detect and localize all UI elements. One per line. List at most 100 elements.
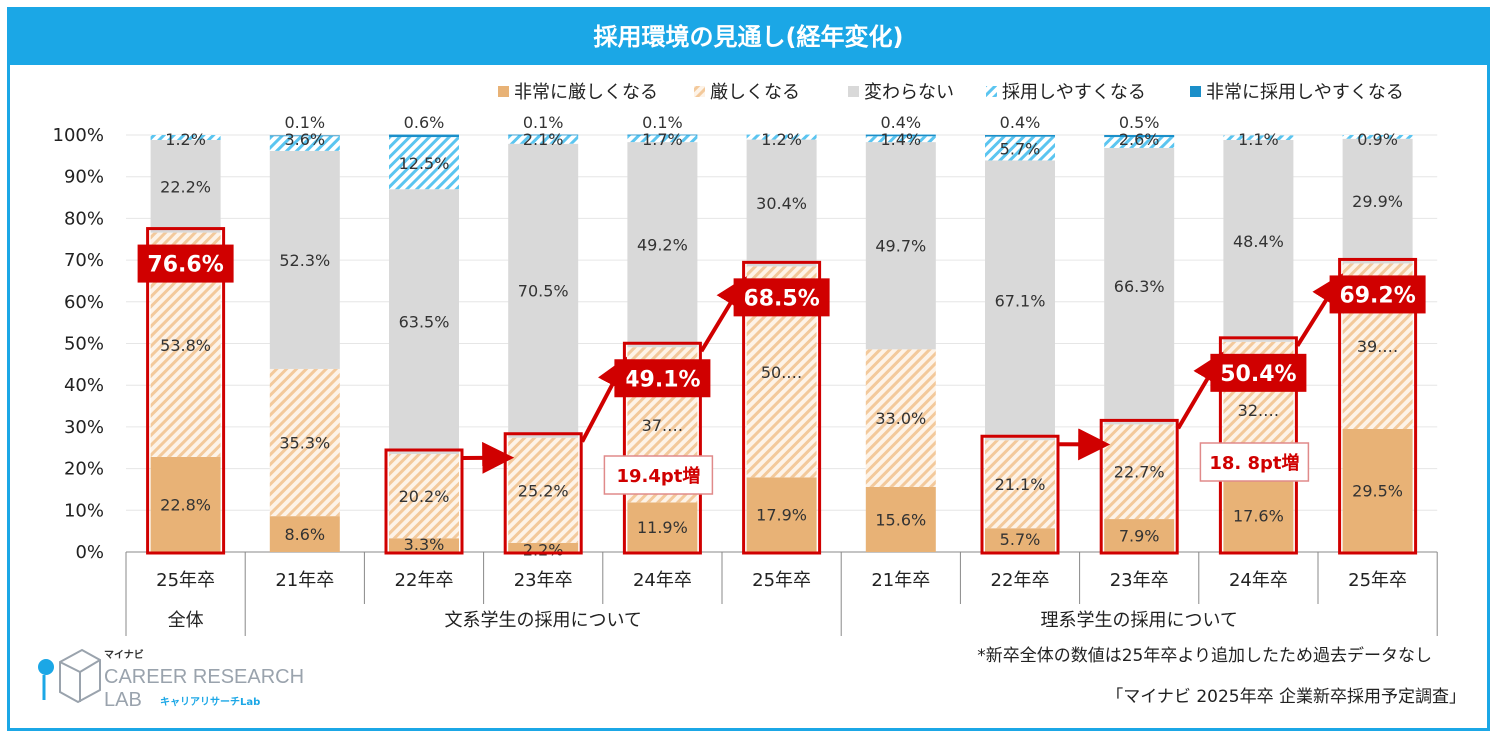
data-label: 2.1% (523, 130, 564, 149)
logo-sub: キャリアリサーチLab (160, 696, 260, 708)
footnote: *新卒全体の数値は25年卒より追加したため過去データなし (977, 645, 1432, 666)
data-label: 0.5% (1119, 113, 1160, 132)
legend-swatch (498, 86, 509, 97)
total-badge (1210, 353, 1307, 392)
data-label: 50.… (761, 363, 802, 382)
highlight-outline (1099, 418, 1179, 555)
bar-segment (985, 528, 1055, 552)
bar-segment (389, 137, 459, 190)
y-tick-label: 100% (53, 125, 104, 146)
data-label: 1.2% (761, 130, 802, 149)
data-label: 0.1% (523, 113, 564, 132)
logo-top: マイナビ (104, 648, 144, 661)
y-tick-label: 30% (64, 417, 104, 438)
x-tick-label: 24年卒 (1229, 570, 1288, 591)
data-label: 29.9% (1352, 192, 1403, 211)
legend-swatch (848, 86, 859, 97)
bar-segment (865, 136, 936, 143)
data-label: 0.1% (642, 113, 683, 132)
data-label: 12.5% (399, 154, 450, 173)
data-label: 11.9% (637, 518, 688, 537)
bar-segment (746, 134, 817, 140)
data-label: 0.4% (880, 113, 921, 132)
bar-segment (150, 456, 221, 552)
highlight-outline (503, 432, 583, 555)
data-label: 17.6% (1233, 506, 1284, 525)
bar-segment (1104, 424, 1175, 520)
bar-segment (508, 143, 579, 438)
data-label: 39.… (1357, 337, 1398, 356)
x-tick-label: 25年卒 (156, 570, 215, 591)
legend: 非常に厳しくなる 厳しくなる 変わらない 採用しやすくなる 非常に採用しやすくなる (498, 82, 1404, 103)
total-badge-label: 69.2% (1339, 283, 1415, 308)
highlight-outline (146, 227, 226, 555)
data-label: 37.… (642, 416, 683, 435)
bar-segment (269, 368, 340, 517)
x-tick-label: 24年卒 (633, 570, 692, 591)
x-tick-label: 23年卒 (1110, 570, 1169, 591)
data-label: 29.5% (1352, 481, 1403, 500)
total-badge-label: 68.5% (743, 286, 819, 311)
bar-segment (389, 189, 459, 455)
bar-segment (1223, 135, 1294, 141)
legend-swatch (986, 86, 997, 97)
data-label: 25.2% (518, 481, 569, 500)
data-label: 21.1% (995, 475, 1046, 494)
bar-segment (1342, 138, 1413, 264)
bar-segment (627, 135, 698, 143)
highlight-outline (980, 434, 1060, 555)
highlight-overlays: 76.6% 49.1% 68.5% 50.4% 69.2% 19.4pt増 18. 8pt増 (137, 227, 1426, 555)
bar-segment (627, 134, 698, 136)
data-label: 2.2% (523, 540, 564, 559)
y-tick-label: 0% (75, 542, 104, 563)
data-label: 1.2% (165, 130, 206, 149)
x-axis-table: 25年卒 21年卒 22年卒 23年卒 24年卒 25年卒 21年卒 22年卒 23年卒 24年卒… (125, 552, 1438, 636)
logo-cube-edge-icon (59, 659, 101, 702)
bar-segment (865, 486, 936, 552)
total-badge (614, 359, 711, 398)
data-label: 52.3% (279, 251, 330, 270)
data-label: 70.5% (518, 282, 569, 301)
y-tick-label: 10% (64, 500, 104, 521)
data-label: 5.7% (1000, 530, 1041, 549)
bar-segment (269, 135, 340, 137)
bar-segment (865, 134, 936, 137)
data-label: 35.3% (279, 434, 330, 453)
x-tick-label: 22年卒 (395, 570, 454, 591)
data-label: 22.2% (160, 177, 211, 196)
legend-swatch (1190, 86, 1201, 97)
highlight-outline (384, 448, 464, 555)
data-label: 66.3% (1114, 277, 1165, 296)
y-tick-label: 60% (64, 292, 104, 313)
y-tick-label: 80% (64, 208, 104, 229)
total-badge (1329, 275, 1426, 314)
bar-segment (508, 134, 579, 136)
trend-arrow (580, 356, 627, 443)
data-label: 3.3% (404, 535, 445, 554)
logo-line2: LAB (104, 689, 142, 711)
group-label: 文系学生の採用について (444, 610, 641, 631)
trend-arrow (1295, 273, 1343, 347)
logo-line1: CAREER RESEARCH (104, 666, 304, 688)
bar-segment (508, 542, 579, 552)
total-badge-label: 49.1% (624, 367, 700, 392)
bar-segment (985, 160, 1055, 441)
bar-segment (746, 139, 817, 267)
y-tick-label: 20% (64, 459, 104, 480)
bar-segment (1223, 140, 1294, 342)
total-badge (137, 244, 234, 283)
x-tick-label: 21年卒 (871, 570, 930, 591)
data-label: 1.7% (642, 130, 683, 149)
increase-callout-label: 19.4pt増 (616, 465, 700, 487)
data-label: 17.9% (756, 506, 807, 525)
legend-label: 厳しくなる (710, 82, 800, 103)
data-label: 8.6% (284, 525, 325, 544)
data-label: 0.6% (404, 113, 445, 132)
bar-segment (150, 135, 221, 141)
x-tick-label: 25年卒 (752, 570, 811, 591)
data-labels: 22.8%53.8%22.2%1.2%8.6%35.3%52.3%3.6%0.1… (160, 113, 1403, 559)
y-tick-label: 90% (64, 167, 104, 188)
bar-segment (1104, 137, 1175, 148)
